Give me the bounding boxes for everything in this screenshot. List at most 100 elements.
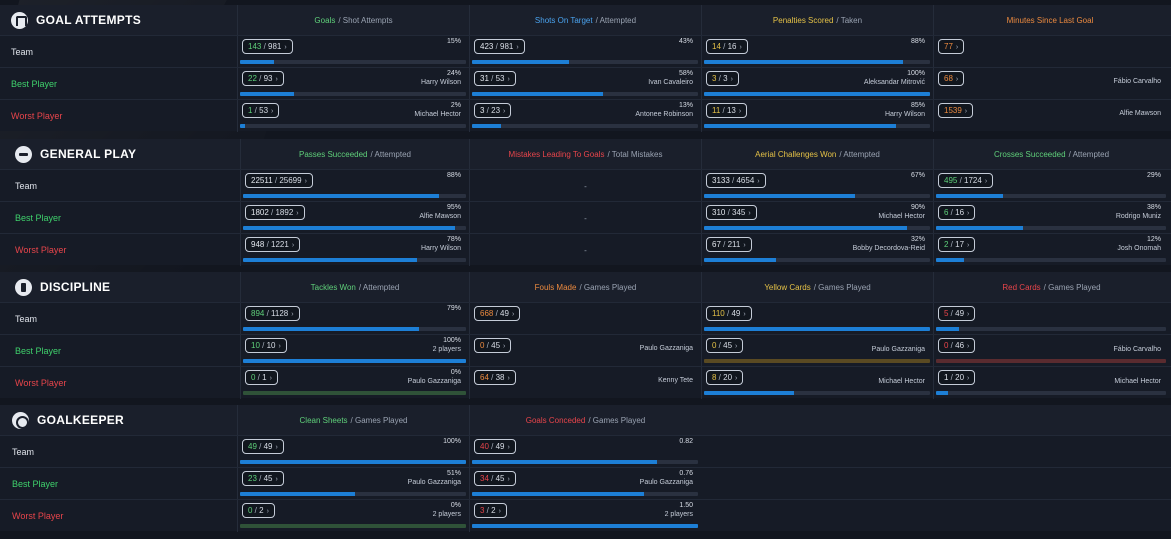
stat-percentage: 100% (443, 438, 461, 445)
player-name[interactable]: Bobby Decordova-Reid (852, 245, 925, 252)
stat-value: 11 (712, 106, 721, 115)
progress-track (472, 492, 698, 496)
stat-value-button[interactable]: 49 / 49 › (242, 439, 284, 454)
chevron-right-icon: › (735, 343, 738, 350)
player-name[interactable]: Michael Hector (414, 111, 461, 118)
stat-value-button[interactable]: 0 / 45 › (706, 338, 744, 353)
player-name[interactable]: Rodrigo Muniz (1115, 213, 1161, 220)
stat-value-button[interactable]: 8 / 20 › (706, 370, 744, 385)
player-name[interactable]: Aleksandar Mitrović (863, 79, 925, 86)
stat-value-button[interactable]: 143 / 981 › (242, 39, 293, 54)
stat-value-button[interactable]: 14 / 16 › (706, 39, 748, 54)
stat-separator: / (725, 208, 733, 217)
column-header: Goals Conceded / Games Played (469, 405, 701, 435)
stat-cell: 10 / 10 › 100% 2 players (240, 335, 469, 367)
player-name[interactable]: 2 players (664, 511, 693, 518)
progress-fill (240, 92, 294, 96)
player-name[interactable]: Kenny Tete (658, 377, 693, 384)
stat-separator: / (268, 208, 276, 217)
progress-track (704, 226, 930, 230)
stat-total: 10 (266, 341, 276, 350)
progress-track (936, 359, 1166, 363)
stat-value-button[interactable]: 77 › (938, 39, 965, 54)
stat-value-button[interactable]: 6 / 16 › (938, 205, 976, 220)
stat-value-button[interactable]: 668 / 49 › (474, 306, 521, 321)
player-name[interactable]: 2 players (432, 511, 461, 518)
stat-value-button[interactable]: 0 / 1 › (245, 370, 278, 385)
stat-value-button[interactable]: 22 / 93 › (242, 71, 284, 86)
player-name[interactable]: Harry Wilson (884, 111, 925, 118)
stat-value-button[interactable]: 3 / 3 › (706, 71, 739, 86)
section-title: GOAL ATTEMPTS (11, 11, 141, 29)
goal-icon (11, 11, 28, 29)
stat-value-button[interactable]: 68 › (938, 71, 965, 86)
stat-value-button[interactable]: 1 / 20 › (938, 370, 976, 385)
stat-value-button[interactable]: 3133 / 4654 › (706, 173, 766, 188)
chevron-right-icon: › (743, 242, 746, 249)
stat-separator: / (948, 373, 956, 382)
stat-value-button[interactable]: 22511 / 25699 › (245, 173, 313, 188)
section-title-text: GENERAL PLAY (40, 147, 137, 161)
stat-value-button[interactable]: 34 / 45 › (474, 471, 516, 486)
stat-separator: / (264, 309, 272, 318)
stat-value-button[interactable]: 31 / 53 › (474, 71, 516, 86)
player-name[interactable]: 2 players (432, 346, 461, 353)
player-name[interactable]: Alfie Mawson (419, 213, 461, 220)
player-name[interactable]: Michael Hector (878, 213, 925, 220)
player-name[interactable]: Harry Wilson (420, 79, 461, 86)
stat-percentage: 2% (450, 102, 461, 109)
stat-value-button[interactable]: 67 / 211 › (706, 237, 752, 252)
player-name[interactable]: Paulo Gazzaniga (639, 479, 693, 486)
stat-value-button[interactable]: 0 / 46 › (938, 338, 976, 353)
stat-value-button[interactable]: 10 / 10 › (245, 338, 287, 353)
stat-separator: / (256, 474, 264, 483)
stat-separator: / (493, 309, 501, 318)
stat-value-button[interactable]: 1539 › (938, 103, 974, 118)
stat-value-button[interactable]: 894 / 1128 › (245, 306, 300, 321)
player-name[interactable]: Paulo Gazzaniga (407, 378, 461, 385)
stat-value-button[interactable]: 110 / 49 › (706, 306, 752, 321)
stat-value-button[interactable]: 310 / 345 › (706, 205, 757, 220)
stat-value-button[interactable]: 948 / 1221 › (245, 237, 301, 252)
player-name[interactable]: Fábio Carvalho (1113, 78, 1161, 85)
section-title: DISCIPLINE (15, 278, 110, 296)
stat-value-button[interactable]: 3 / 2 › (474, 503, 507, 518)
stat-value-button[interactable]: 64 / 38 › (474, 370, 516, 385)
stat-value-button[interactable]: 23 / 45 › (242, 471, 284, 486)
stat-value-button[interactable]: 1802 / 1892 › (245, 205, 305, 220)
stat-value-button[interactable]: 423 / 981 › (474, 39, 525, 54)
progress-fill (240, 492, 355, 496)
stat-value-button[interactable]: 3 / 23 › (474, 103, 512, 118)
player-name[interactable]: Paulo Gazzaniga (871, 346, 925, 353)
stat-value-button[interactable]: 2 / 17 › (938, 237, 976, 252)
progress-track (240, 460, 466, 464)
stat-value-button[interactable]: 11 / 13 › (706, 103, 748, 118)
progress-track (704, 327, 930, 331)
stat-value-button[interactable]: 5 / 49 › (938, 306, 976, 321)
progress-fill (704, 194, 855, 198)
chevron-right-icon: › (967, 311, 970, 318)
stat-value-button[interactable]: 1 / 53 › (242, 103, 280, 118)
player-name[interactable]: Fábio Carvalho (1113, 346, 1161, 353)
column-header-metric: Shots On Target (534, 15, 593, 25)
row-label: Best Player (11, 79, 58, 89)
stat-value-button[interactable]: 40 / 49 › (474, 439, 516, 454)
player-name[interactable]: Michael Hector (878, 378, 925, 385)
player-name[interactable]: Alfie Mawson (1119, 110, 1161, 117)
stat-percentage: 90% (910, 204, 925, 211)
player-name[interactable]: Paulo Gazzaniga (639, 345, 693, 352)
player-name[interactable]: Paulo Gazzaniga (407, 479, 461, 486)
player-name[interactable]: Michael Hector (1114, 378, 1161, 385)
player-name[interactable]: Josh Onomah (1117, 245, 1161, 252)
stat-value: 948 (251, 240, 265, 249)
column-header-metric: Mistakes Leading To Goals (508, 149, 605, 159)
player-name[interactable]: Antonee Robinson (635, 111, 693, 118)
stat-value-button[interactable]: 495 / 1724 › (938, 173, 994, 188)
column-header: Aerial Challenges Won / Attempted (701, 139, 933, 169)
stat-value-button[interactable]: 0 / 2 › (242, 503, 275, 518)
stat-value: 0 (944, 341, 949, 350)
column-header-denominator: / Attempted (595, 15, 637, 25)
player-name[interactable]: Ivan Cavaleiro (648, 79, 693, 86)
stat-value-button[interactable]: 0 / 45 › (474, 338, 512, 353)
player-name[interactable]: Harry Wilson (420, 245, 461, 252)
